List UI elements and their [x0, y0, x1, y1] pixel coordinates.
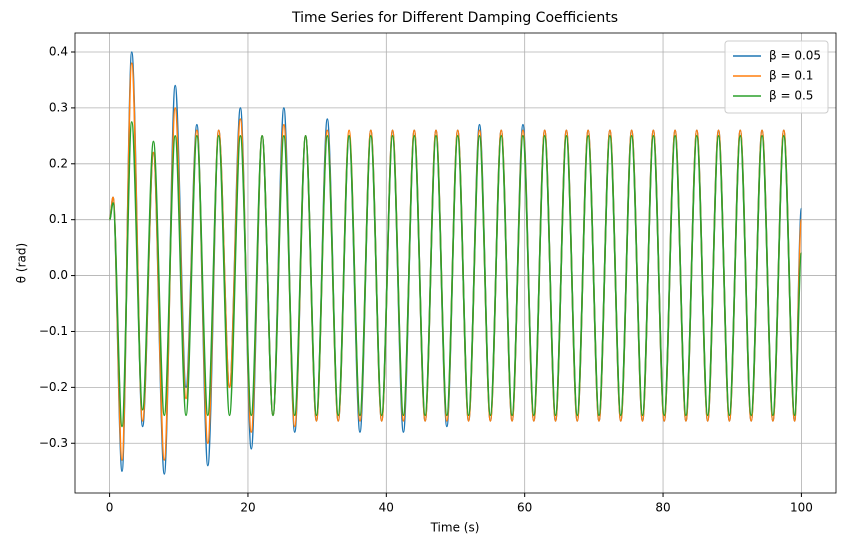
x-tick-label: 80: [655, 501, 670, 515]
legend-label: β = 0.1: [769, 69, 813, 83]
y-tick-label: 0.3: [49, 100, 68, 114]
plot-frame: [74, 32, 837, 494]
x-tick-label: 60: [517, 501, 532, 515]
legend-label: β = 0.5: [769, 89, 813, 103]
y-axis-label: θ (rad): [15, 243, 29, 283]
legend-box: [724, 40, 829, 114]
x-tick-label: 0: [106, 501, 114, 515]
x-tick-label: 40: [379, 501, 394, 515]
chart-title: Time Series for Different Damping Coeffi…: [291, 10, 618, 26]
y-tick-label: −0.2: [39, 380, 68, 394]
y-tick-label: −0.1: [39, 324, 68, 338]
legend-label: β = 0.05: [769, 49, 821, 63]
y-tick-label: 0.1: [49, 212, 68, 226]
y-tick-label: −0.3: [39, 436, 68, 450]
y-tick-label: 0.2: [49, 156, 68, 170]
y-tick-label: 0.0: [49, 268, 68, 282]
series-line: [108, 121, 803, 428]
x-tick-label: 20: [240, 501, 255, 515]
x-axis-label: Time (s): [430, 521, 480, 535]
y-tick-label: 0.4: [49, 45, 68, 59]
x-tick-label: 100: [790, 501, 813, 515]
